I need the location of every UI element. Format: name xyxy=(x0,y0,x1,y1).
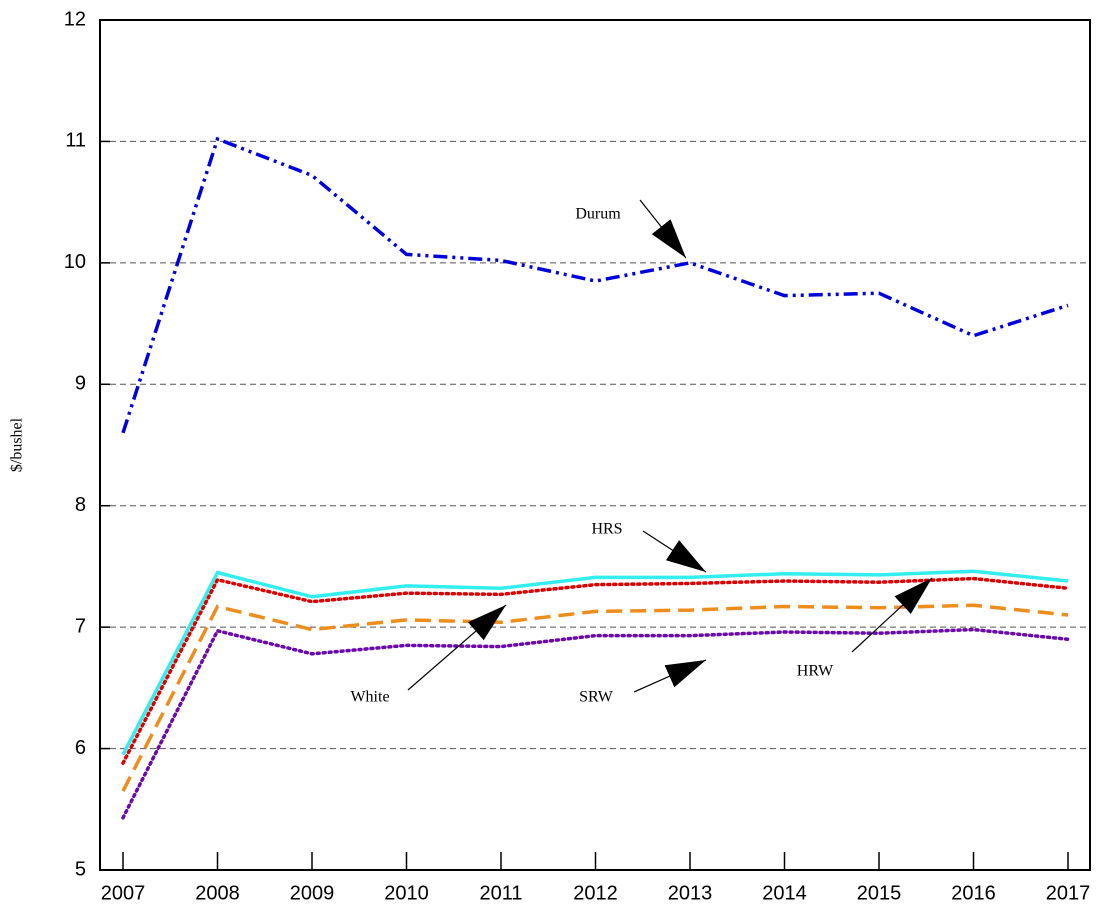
x-tick-label: 2014 xyxy=(762,882,807,904)
y-axis-label: $/bushel xyxy=(9,417,26,472)
arrow xyxy=(851,577,933,653)
grid xyxy=(100,19,1090,871)
series-line xyxy=(121,136,1069,434)
y-tick-label: 5 xyxy=(75,858,86,880)
x-tick-label: 2016 xyxy=(951,882,996,904)
y-tick-label: 8 xyxy=(75,494,86,516)
x-tick-label: 2011 xyxy=(479,882,522,904)
plot-frame xyxy=(99,19,1091,871)
lines xyxy=(121,136,1070,820)
y-tick-label: 10 xyxy=(64,251,86,273)
annotation: White xyxy=(350,689,389,706)
x-tick-label: 2017 xyxy=(1046,882,1091,904)
series-line xyxy=(121,603,1069,792)
arrow xyxy=(639,199,687,259)
x-tick-label: 2007 xyxy=(101,882,146,904)
y-tick-label: 9 xyxy=(75,373,86,395)
x-tick-label: 2009 xyxy=(290,882,335,904)
arrow xyxy=(642,530,707,573)
annotation: HRW xyxy=(797,663,834,680)
annotations: Durum HRS HRW White SRW xyxy=(350,199,933,706)
y-tick-label: 12 xyxy=(64,8,86,30)
annotation: SRW xyxy=(579,689,614,706)
x-tick-label: 2015 xyxy=(857,882,902,904)
y-tick-label: 6 xyxy=(75,737,86,759)
y-tick-label: 7 xyxy=(75,615,86,637)
series-line xyxy=(121,627,1070,820)
x-tick-label: 2012 xyxy=(573,882,618,904)
y-tick-label: 11 xyxy=(65,130,86,152)
arrow xyxy=(407,604,507,691)
annotation: Durum xyxy=(575,206,621,223)
annotation: HRS xyxy=(591,521,622,538)
x-tick-label: 2008 xyxy=(195,882,240,904)
x-tick-label: 2013 xyxy=(668,882,713,904)
series-line xyxy=(121,569,1069,756)
x-tick-label: 2010 xyxy=(384,882,429,904)
arrow xyxy=(633,659,707,693)
